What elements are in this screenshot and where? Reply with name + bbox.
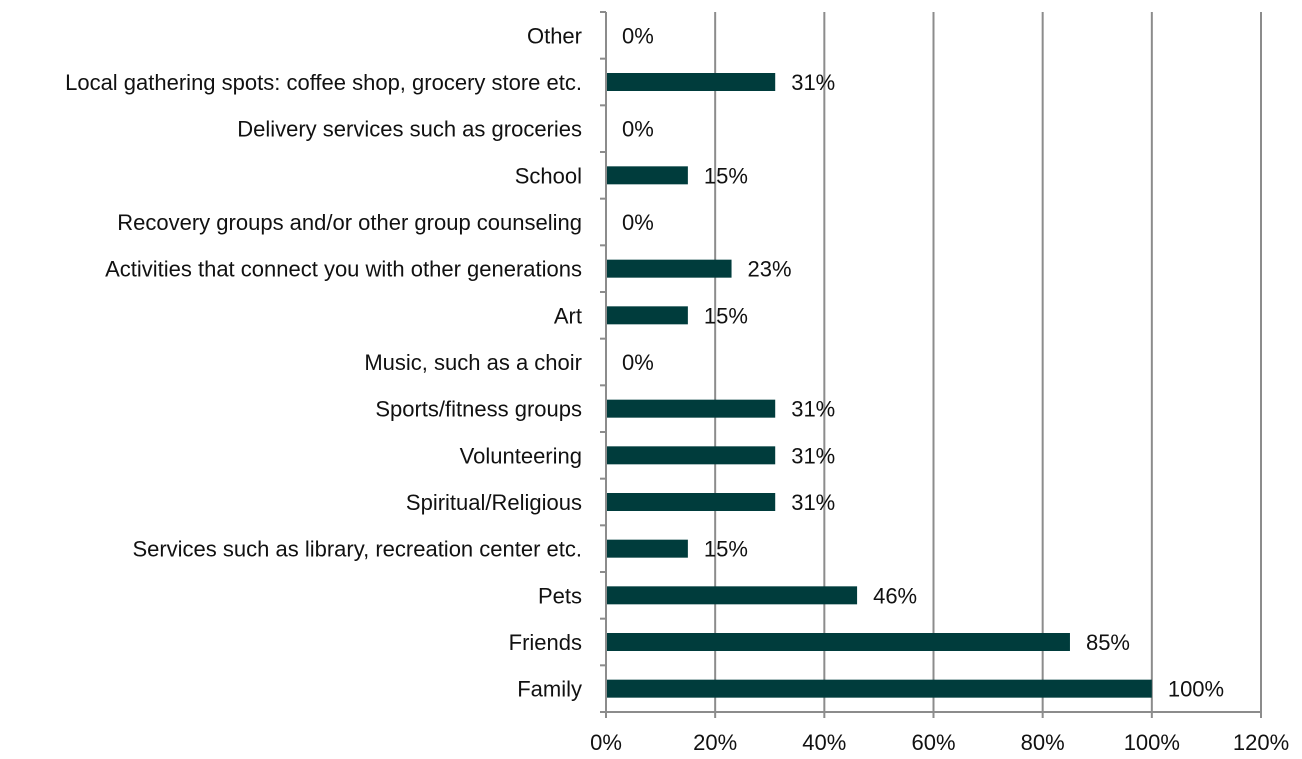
category-label: Family <box>517 677 582 702</box>
bar <box>606 306 688 325</box>
gridlines <box>714 12 1262 712</box>
category-label: Pets <box>538 583 582 608</box>
category-label: Art <box>554 303 582 328</box>
category-label: School <box>515 163 582 188</box>
data-label: 15% <box>704 537 748 562</box>
category-label: Spiritual/Religious <box>406 490 582 515</box>
labels: 0% 20% 40% 60% 80% 100% 120% Other 0% Local gathe… <box>65 23 1289 755</box>
x-tick-label: 80% <box>1021 730 1065 755</box>
axes <box>600 11 1262 718</box>
data-label: 100% <box>1168 677 1224 702</box>
category-label: Activities that connect you with other g… <box>105 257 582 282</box>
category-label: Music, such as a choir <box>364 350 582 375</box>
bar <box>606 446 776 465</box>
category-label: Volunteering <box>460 443 582 468</box>
bar <box>606 166 688 185</box>
x-tick-label: 0% <box>590 730 622 755</box>
category-label: Other <box>527 23 582 48</box>
data-label: 31% <box>791 70 835 95</box>
category-label: Local gathering spots: coffee shop, groc… <box>65 70 582 95</box>
data-label: 31% <box>791 490 835 515</box>
bar <box>606 586 858 605</box>
x-tick-label: 20% <box>693 730 737 755</box>
bar <box>606 399 776 418</box>
x-tick-label: 100% <box>1124 730 1180 755</box>
data-label: 85% <box>1086 630 1130 655</box>
category-label: Services such as library, recreation cen… <box>132 537 582 562</box>
category-label: Sports/fitness groups <box>375 397 582 422</box>
data-label: 0% <box>622 23 654 48</box>
data-label: 31% <box>791 443 835 468</box>
data-label: 23% <box>748 257 792 282</box>
data-label: 0% <box>622 350 654 375</box>
x-tick-label: 120% <box>1233 730 1289 755</box>
bar <box>606 73 776 91</box>
data-label: 0% <box>622 117 654 142</box>
data-label: 0% <box>622 210 654 235</box>
bar <box>606 633 1070 651</box>
data-label: 15% <box>704 163 748 188</box>
bar <box>606 679 1152 698</box>
data-label: 46% <box>873 583 917 608</box>
bar <box>606 539 688 558</box>
x-tick-label: 60% <box>911 730 955 755</box>
x-tick-label: 40% <box>802 730 846 755</box>
category-label: Friends <box>509 630 582 655</box>
bars <box>606 73 1152 698</box>
bar <box>606 259 732 278</box>
category-label: Delivery services such as groceries <box>237 117 582 142</box>
data-label: 15% <box>704 303 748 328</box>
category-label: Recovery groups and/or other group couns… <box>117 210 582 235</box>
data-label: 31% <box>791 397 835 422</box>
bar <box>606 493 776 511</box>
